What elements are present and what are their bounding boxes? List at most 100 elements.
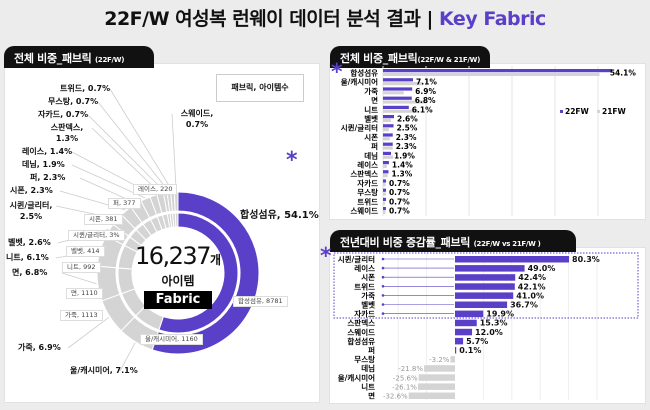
share-tab: 전체 비중_패브릭(22F/W & 21F/W) xyxy=(330,46,490,68)
value-label: 6.1% xyxy=(412,105,433,114)
value-label: 6.9% xyxy=(415,87,436,96)
bar-22fw xyxy=(383,207,386,211)
donut-inner-slice xyxy=(174,212,179,228)
growth-bar xyxy=(455,310,484,318)
bar-22fw xyxy=(383,142,393,146)
title-main: 22F/W 여성복 런웨이 데이터 분석 결과 | xyxy=(104,8,440,30)
leader-line xyxy=(61,272,97,285)
value-label: 80.3% xyxy=(572,255,600,264)
category-label: 면 xyxy=(371,95,378,105)
bar-22fw xyxy=(383,133,393,137)
category-label: 스판덱스 xyxy=(347,318,375,328)
bar-21fw xyxy=(383,91,404,95)
donut-inner-label: 면, 1110 xyxy=(66,288,103,299)
bar-21fw xyxy=(383,109,419,113)
growth-tab-sub: (22F/W vs 21F/W ) xyxy=(473,240,541,248)
legend-swatch-21fw xyxy=(597,110,600,113)
bar-21fw xyxy=(383,118,392,122)
donut-label: 퍼, 2.3% xyxy=(30,173,66,182)
growth-bar xyxy=(417,383,455,390)
leader-line xyxy=(87,114,166,193)
legend-21fw: 21FW xyxy=(602,107,627,116)
category-label: 가죽 xyxy=(364,86,378,96)
donut-tab: 전체 비중_패브릭 (22F/W) xyxy=(4,46,154,68)
bar-21fw xyxy=(383,174,388,178)
growth-bar xyxy=(455,256,570,263)
category-label: 무스탕 xyxy=(354,354,375,364)
growth-tab-title: 전년대비 비중 증감률_패브릭 xyxy=(340,236,471,249)
bar-21fw xyxy=(383,183,386,187)
donut-inner-label: 가죽, 1113 xyxy=(60,310,103,321)
category-label: 퍼 xyxy=(368,345,375,355)
donut-label: 가죽, 6.9% xyxy=(18,343,61,352)
growth-bar xyxy=(455,319,477,327)
value-label: 1.3% xyxy=(391,170,412,179)
category-label: 자카드 xyxy=(357,178,378,188)
value-label: 15.3% xyxy=(480,319,508,328)
bar-21fw xyxy=(383,82,424,86)
growth-bar xyxy=(455,292,514,299)
value-label: 0.7% xyxy=(389,197,410,206)
bar-21fw xyxy=(383,100,426,104)
highlight-box xyxy=(333,252,639,319)
donut-label: 시퀸/글리터, 2.5% xyxy=(9,201,53,221)
value-label: 42.1% xyxy=(518,282,546,291)
value-label: -25.6% xyxy=(393,374,418,382)
value-label: 1.9% xyxy=(394,151,415,160)
bar-21fw xyxy=(383,146,393,150)
donut-inner-label: 시폰, 381 xyxy=(84,214,123,225)
total-unit: 개 xyxy=(209,253,222,267)
donut-label: 합성섬유, 54.1% xyxy=(240,210,319,221)
category-label: 울/캐시미어 xyxy=(338,372,375,382)
growth-bar xyxy=(455,328,473,336)
value-label: 0.7% xyxy=(389,188,410,197)
value-label: 42.4% xyxy=(518,273,546,282)
callout-box: 패브릭, 아이템수 xyxy=(216,74,304,102)
category-label: 데님 xyxy=(361,363,375,373)
total-count: 16,237 xyxy=(134,242,211,270)
category-label: 벨벳 xyxy=(364,114,378,124)
bar-22fw xyxy=(383,197,386,201)
bar-21fw xyxy=(383,137,390,141)
donut-inner-label: 레이스, 220 xyxy=(133,184,178,195)
category-label: 퍼 xyxy=(371,141,378,151)
growth-bar xyxy=(455,301,508,308)
category-label: 합성섬유 xyxy=(350,68,378,78)
category-label: 시폰 xyxy=(361,273,375,282)
value-label: 41.0% xyxy=(516,291,544,300)
donut-label: 시폰, 2.3% xyxy=(10,186,53,195)
bar-22fw xyxy=(383,115,394,119)
bar-22fw xyxy=(383,151,392,155)
value-label: 2.3% xyxy=(396,133,417,142)
page-title: 22F/W 여성복 런웨이 데이터 분석 결과 | Key Fabric xyxy=(0,4,650,31)
value-label: 7.1% xyxy=(416,78,437,87)
donut-label: 울/캐시미어, 7.1% xyxy=(70,366,138,375)
bar-21fw xyxy=(383,155,394,159)
category-label: 시퀸/글리터 xyxy=(341,123,378,133)
category-label: 니트 xyxy=(364,104,378,114)
growth-tab: 전년대비 비중 증감률_패브릭 (22F/W vs 21F/W ) xyxy=(330,230,576,252)
donut-label: 무스탕, 0.7% xyxy=(48,97,99,106)
value-label: -3.2% xyxy=(429,356,450,364)
bar-22fw xyxy=(383,170,389,174)
category-label: 가죽 xyxy=(361,290,375,300)
bar-22fw xyxy=(383,87,413,91)
donut-tab-sub: (22F/W) xyxy=(95,56,125,64)
growth-bar xyxy=(408,392,455,399)
bar-22fw xyxy=(383,69,612,73)
value-label: 0.7% xyxy=(389,179,410,188)
donut-label: 트위드, 0.7% xyxy=(60,84,111,93)
leader-line xyxy=(91,127,161,194)
leader-line xyxy=(67,317,110,349)
share-tab-title: 전체 비중_패브릭 xyxy=(340,52,418,65)
bar-22fw xyxy=(383,179,386,183)
item-label: 아이템 xyxy=(161,274,195,288)
bar-22fw xyxy=(383,78,414,82)
donut-label: 자카드, 0.7% xyxy=(38,110,89,119)
value-label: 19.9% xyxy=(486,310,514,319)
donut-inner-label: 시퀸/글리터, 3% xyxy=(68,230,125,241)
category-label: 데님 xyxy=(364,150,378,160)
growth-bar xyxy=(455,274,516,281)
leader-line xyxy=(97,101,170,192)
